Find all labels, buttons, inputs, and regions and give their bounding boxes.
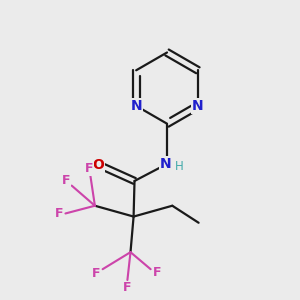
Text: F: F — [62, 173, 70, 187]
Text: F: F — [84, 162, 93, 175]
Text: F: F — [153, 266, 161, 279]
Text: F: F — [55, 207, 64, 220]
Text: N: N — [160, 157, 171, 171]
Text: F: F — [92, 267, 101, 280]
Text: O: O — [92, 158, 104, 172]
Text: N: N — [130, 99, 142, 113]
Text: N: N — [192, 99, 204, 113]
Text: H: H — [174, 160, 183, 173]
Text: F: F — [123, 281, 132, 294]
